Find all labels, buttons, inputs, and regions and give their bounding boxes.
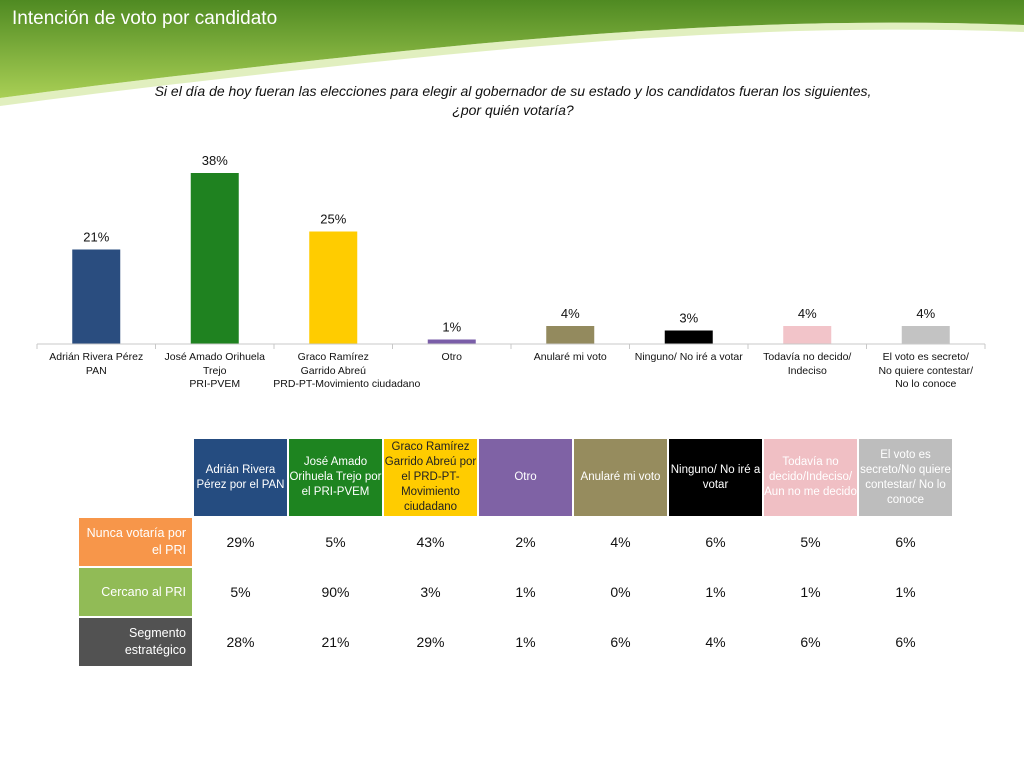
bar <box>546 326 595 344</box>
column-header: Todavía no decido/Indeciso/ Aun no me de… <box>764 439 857 516</box>
column-header: El voto es secreto/No quiere contestar/ … <box>859 439 952 516</box>
x-tick-label: El voto es secreto/No quiere contestar/N… <box>866 351 986 392</box>
table-header-row: Adrián Rivera Pérez por el PAN José Amado… <box>79 439 952 516</box>
bar <box>901 326 950 344</box>
table-cell: 29% <box>416 634 445 650</box>
bar-value-label: 4% <box>561 306 580 321</box>
segment-breakdown-table: Adrián Rivera Pérez por el PAN José Amado… <box>77 439 954 666</box>
bar <box>72 249 121 344</box>
column-header: Adrián Rivera Pérez por el PAN <box>194 439 287 516</box>
table-cell: 43% <box>416 534 445 550</box>
x-tick-label-line: PRI-PVEM <box>189 378 241 390</box>
bar-value-label: 38% <box>202 153 228 168</box>
x-tick-label-line: No lo conoce <box>895 378 957 390</box>
row-header: Cercano al PRI <box>79 568 192 616</box>
table-cell: 6% <box>895 534 916 550</box>
table-cell: 5% <box>325 534 346 550</box>
survey-question: Si el día de hoy fueran las elecciones p… <box>80 82 946 120</box>
table-cell: 0% <box>610 584 631 600</box>
bar-value-label: 4% <box>916 306 935 321</box>
table-row: Cercano al PRI 5% 90% 3% 1% 0% 1% 1% 1% <box>79 568 952 616</box>
bar <box>309 231 358 344</box>
table-corner <box>79 439 192 516</box>
x-tick-label-line: PAN <box>85 364 107 377</box>
bar <box>190 173 239 344</box>
x-tick-label-line: Garrido Abreú <box>300 364 366 377</box>
row-header: Segmento estratégico <box>79 618 192 666</box>
table-cell: 6% <box>705 534 726 550</box>
x-tick-label-line: José Amado Orihuela <box>164 351 265 363</box>
table-cell: 1% <box>515 634 536 650</box>
bar-value-label: 4% <box>798 306 817 321</box>
table-cell: 28% <box>226 634 255 650</box>
table-cell: 4% <box>705 634 726 650</box>
table-cell: 90% <box>321 584 350 600</box>
x-tick-label-line: PRD-PT-Movimiento ciudadano <box>273 378 421 390</box>
table-cell: 21% <box>321 634 350 650</box>
x-tick-label-line: Anularé mi voto <box>533 351 607 363</box>
x-tick-label-line: El voto es secreto/ <box>882 351 969 363</box>
table-cell: 1% <box>800 584 821 600</box>
x-axis <box>36 343 986 349</box>
table-cell: 6% <box>895 634 916 650</box>
x-tick-label-line: Adrián Rivera Pérez <box>49 351 144 363</box>
table-cell: 5% <box>230 584 251 600</box>
bar-value-label: 1% <box>442 320 461 335</box>
question-line-1: Si el día de hoy fueran las elecciones p… <box>154 83 872 99</box>
table-cell: 3% <box>420 584 441 600</box>
bar-value-label: 25% <box>320 212 346 227</box>
bar <box>664 330 713 344</box>
table-cell: 5% <box>800 534 821 550</box>
table-cell: 6% <box>610 634 631 650</box>
table-cell: 2% <box>515 534 536 550</box>
table-row: Segmento estratégico 28% 21% 29% 1% 6% 4% 6% 6% <box>79 618 952 666</box>
header-banner <box>0 0 1024 107</box>
x-tick-label: Todavía no decido/Indeciso <box>747 351 867 378</box>
bar <box>783 326 832 344</box>
column-header: Otro <box>479 439 572 516</box>
bar-value-label: 3% <box>679 311 698 326</box>
bar-value-label: 21% <box>83 230 109 245</box>
x-tick-label: Anularé mi voto <box>510 351 630 365</box>
table-cell: 1% <box>515 584 536 600</box>
x-tick-label-line: Trejo <box>202 364 227 377</box>
table-body: Nunca votaría por el PRI 29% 5% 43% 2% 4% 6% 5%… <box>79 516 952 666</box>
x-tick-label-line: Otro <box>441 351 462 363</box>
x-tick-label: Otro <box>392 351 512 365</box>
row-header: Nunca votaría por el PRI <box>79 518 192 566</box>
table-cell: 6% <box>800 634 821 650</box>
column-header: Graco Ramírez Garrido Abreú por el PRD-P… <box>384 439 477 516</box>
x-tick-label-line: No quiere contestar/ <box>878 364 974 377</box>
table-cell: 4% <box>610 534 631 550</box>
slide-title: Intención de voto por candidato <box>12 8 278 29</box>
bar <box>427 339 476 344</box>
x-tick-label-line: Graco Ramírez <box>297 351 369 363</box>
column-header: José Amado Orihuela Trejo por el PRI-PVE… <box>289 439 382 516</box>
x-tick-label: Ninguno/ No iré a votar <box>629 351 749 365</box>
table-cell: 1% <box>705 584 726 600</box>
column-header: Ninguno/ No iré a votar <box>669 439 762 516</box>
x-tick-label: Graco Ramírez Garrido Abreú PRD-PT-Movimie… <box>273 351 421 392</box>
x-tick-label-line: Todavía no decido/ <box>763 351 852 363</box>
table-row: Nunca votaría por el PRI 29% 5% 43% 2% 4% 6% 5%… <box>79 518 952 566</box>
table-cell: 1% <box>895 584 916 600</box>
x-tick-label: Adrián Rivera Pérez PAN <box>36 351 156 378</box>
x-tick-label: José Amado Orihuela Trejo PRI-PVEM <box>155 351 275 392</box>
x-tick-label-line: Indeciso <box>787 364 827 377</box>
column-header: Anularé mi voto <box>574 439 667 516</box>
question-line-2: ¿por quién votaría? <box>452 102 574 118</box>
bar-series: 21% 38% 25% 1% 4% 3% 4% 4% <box>72 153 950 344</box>
table-cell: 29% <box>226 534 255 550</box>
x-tick-label-line: Ninguno/ No iré a votar <box>634 351 743 363</box>
